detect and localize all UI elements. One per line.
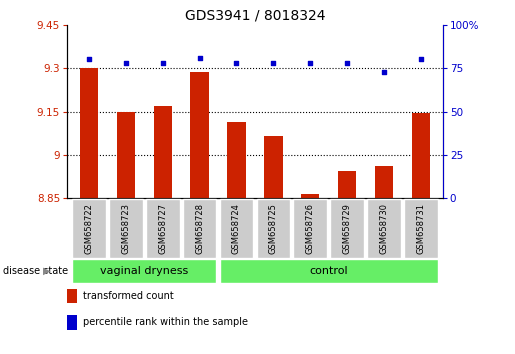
Text: GSM658729: GSM658729	[342, 203, 352, 254]
FancyBboxPatch shape	[220, 259, 438, 283]
Bar	[227, 122, 246, 198]
FancyBboxPatch shape	[367, 199, 401, 258]
FancyBboxPatch shape	[294, 199, 327, 258]
Point	[85, 57, 93, 62]
FancyBboxPatch shape	[72, 199, 106, 258]
Bar	[301, 194, 319, 198]
FancyBboxPatch shape	[220, 199, 253, 258]
Text: GSM658726: GSM658726	[306, 203, 315, 254]
Bar	[411, 113, 430, 198]
Text: GSM658725: GSM658725	[269, 203, 278, 254]
Text: ▶: ▶	[43, 266, 50, 276]
FancyBboxPatch shape	[404, 199, 438, 258]
Bar	[191, 73, 209, 198]
Bar	[117, 112, 135, 198]
Text: vaginal dryness: vaginal dryness	[100, 266, 188, 276]
Point	[269, 60, 278, 66]
Point	[122, 60, 130, 66]
Point	[232, 60, 241, 66]
Point	[417, 57, 425, 62]
FancyBboxPatch shape	[72, 259, 216, 283]
Bar	[375, 166, 393, 198]
Point	[159, 60, 167, 66]
Bar	[80, 68, 98, 198]
Point	[380, 69, 388, 74]
FancyBboxPatch shape	[146, 199, 180, 258]
Text: GSM658722: GSM658722	[84, 203, 94, 254]
Text: GSM658727: GSM658727	[158, 203, 167, 254]
Bar	[338, 171, 356, 198]
FancyBboxPatch shape	[256, 199, 290, 258]
Point	[343, 60, 351, 66]
Bar	[264, 136, 283, 198]
Text: percentile rank within the sample: percentile rank within the sample	[83, 318, 248, 327]
Point	[306, 60, 314, 66]
FancyBboxPatch shape	[330, 199, 364, 258]
Text: transformed count: transformed count	[83, 291, 174, 301]
FancyBboxPatch shape	[109, 199, 143, 258]
Text: GSM658724: GSM658724	[232, 203, 241, 254]
Bar	[67, 315, 77, 330]
Title: GDS3941 / 8018324: GDS3941 / 8018324	[185, 8, 325, 22]
Text: GSM658728: GSM658728	[195, 203, 204, 254]
FancyBboxPatch shape	[183, 199, 216, 258]
Bar	[153, 106, 172, 198]
Text: GSM658730: GSM658730	[380, 203, 388, 254]
Text: GSM658723: GSM658723	[122, 203, 130, 254]
Bar	[67, 289, 77, 303]
Text: disease state: disease state	[3, 266, 67, 276]
Point	[196, 55, 204, 61]
Text: GSM658731: GSM658731	[416, 203, 425, 254]
Text: control: control	[310, 266, 348, 276]
